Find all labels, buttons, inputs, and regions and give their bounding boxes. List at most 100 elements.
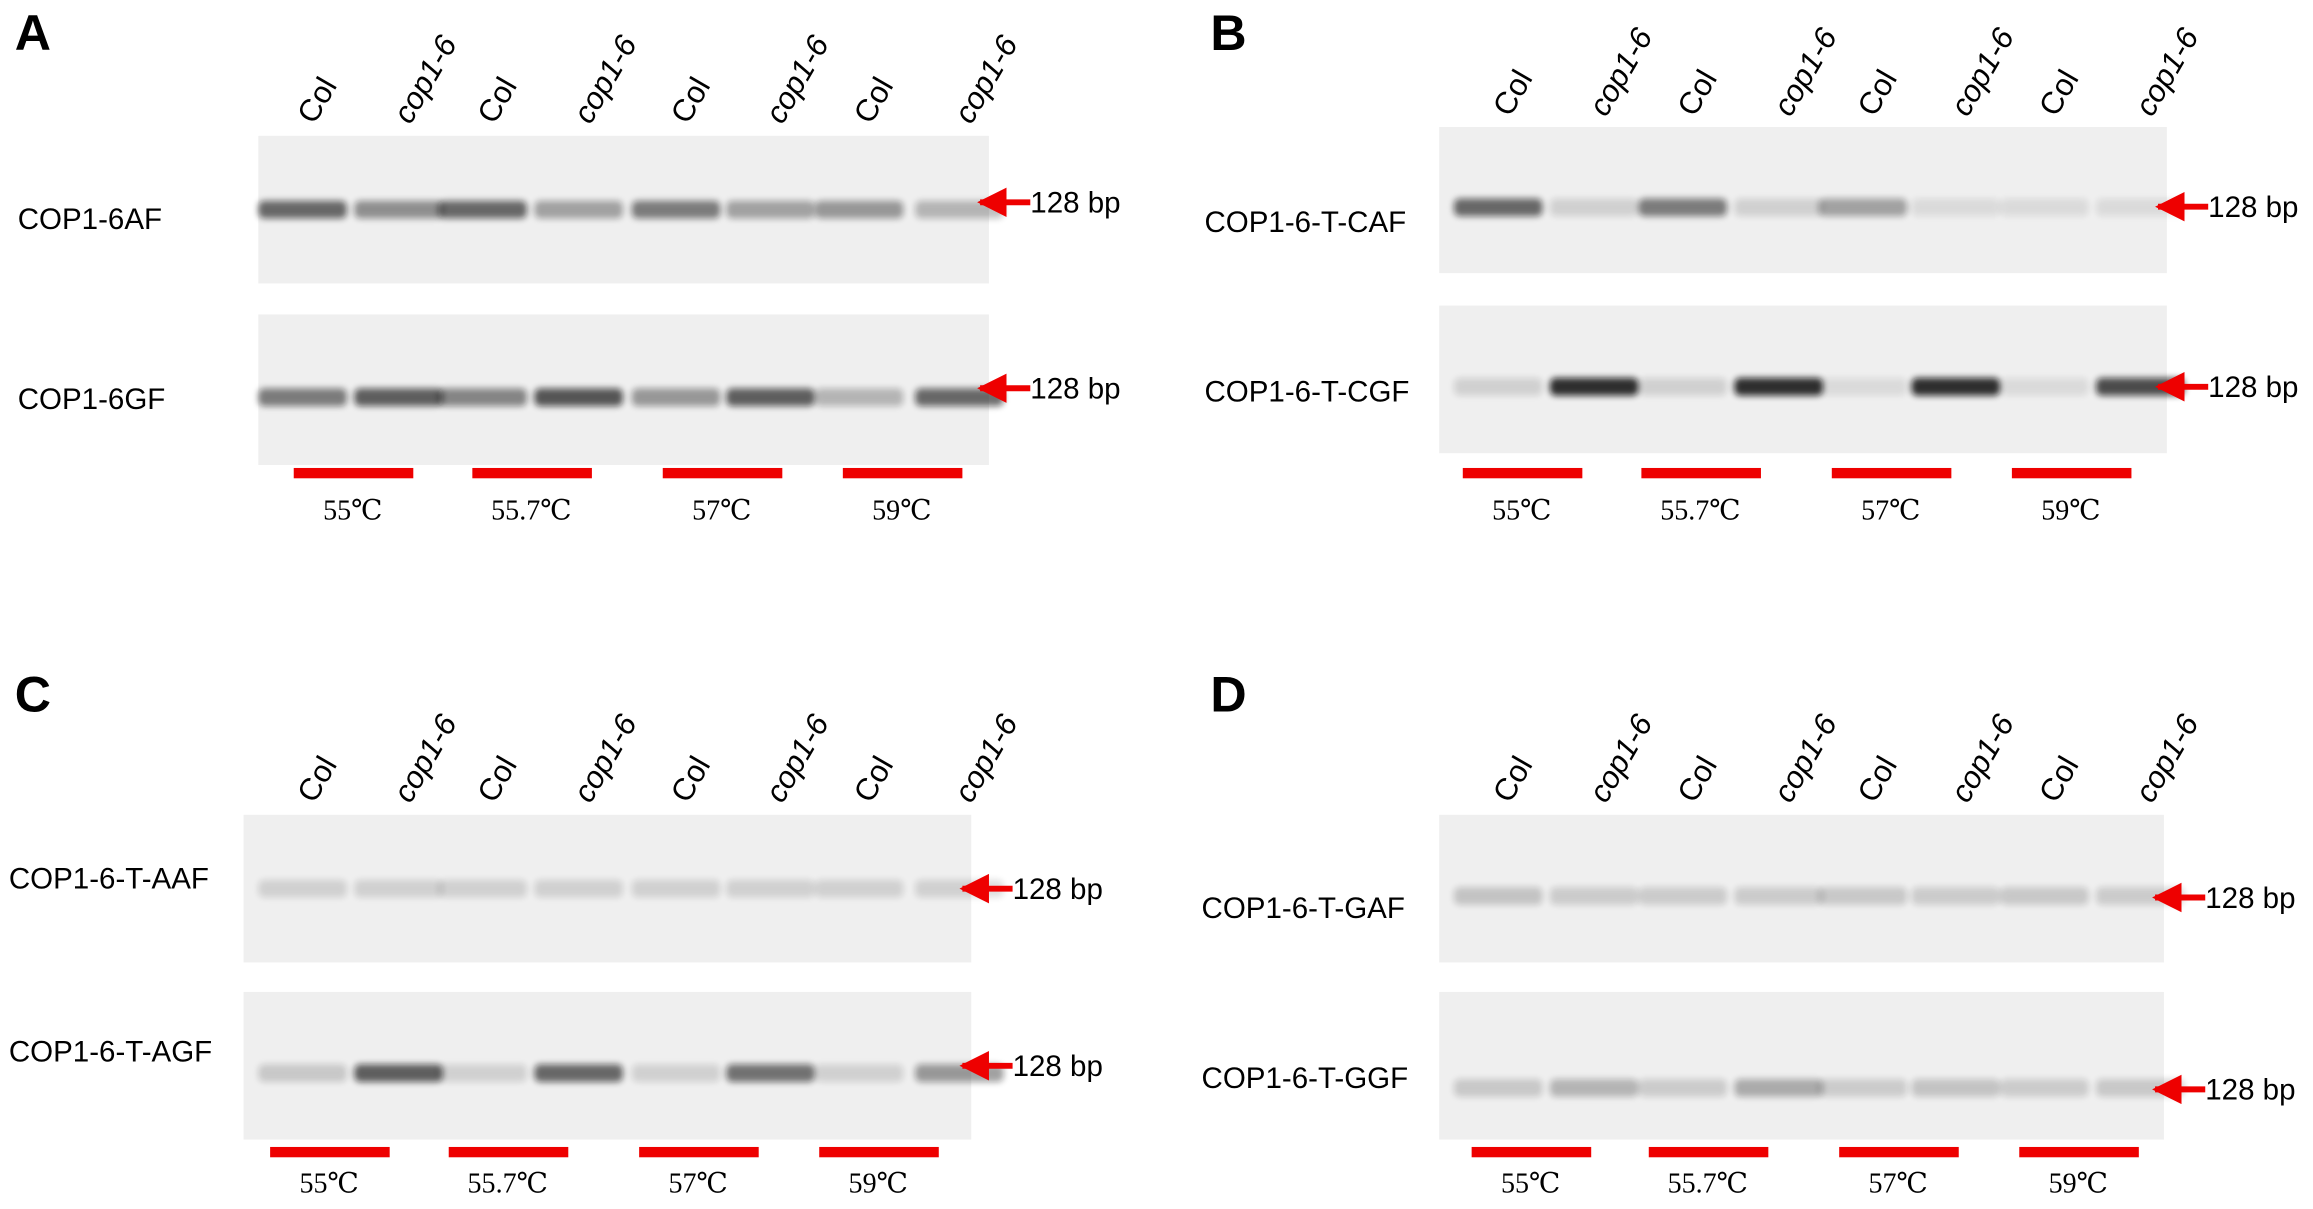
band <box>258 388 347 407</box>
marker-label: 128 bp <box>2205 1074 2295 1107</box>
lane-label: cop1-6 <box>1582 21 1660 121</box>
lane-label: cop1-6 <box>758 29 836 129</box>
primer-label: COP1-6-T-CGF <box>1204 376 1409 409</box>
temperature-bar <box>2011 467 2132 479</box>
band <box>1911 1079 2001 1097</box>
band <box>438 1064 527 1083</box>
band <box>631 879 721 898</box>
band <box>258 879 347 898</box>
temperature-bar <box>1641 467 1761 479</box>
band <box>1911 198 2001 217</box>
gel <box>243 991 1004 1140</box>
lane-label: cop1-6 <box>2128 708 2206 808</box>
gel <box>1439 991 2185 1140</box>
band <box>1911 887 2001 905</box>
temperature-label: 57℃ <box>1861 496 1920 527</box>
primer-label: COP1-6-T-AAF <box>9 863 209 896</box>
marker-label: 128 bp <box>2208 191 2298 224</box>
temperature-label: 55.7℃ <box>468 1169 548 1200</box>
lane-label: cop1-6 <box>1943 708 2021 808</box>
temperature-bar <box>1648 1146 1769 1158</box>
lane-label: cop1-6 <box>1766 708 1844 808</box>
band <box>726 879 815 898</box>
primer-label: COP1-6-T-CAF <box>1204 206 1406 239</box>
temperature-bar <box>1471 1146 1592 1158</box>
gel-image <box>1439 991 2164 1140</box>
band <box>1638 377 1728 396</box>
band <box>1549 887 1639 905</box>
band <box>438 879 527 898</box>
band <box>1453 377 1543 396</box>
band <box>354 388 443 407</box>
band <box>534 200 623 219</box>
gel <box>258 314 1004 466</box>
band <box>1734 1079 1823 1097</box>
temperature-bar <box>2019 1146 2139 1158</box>
lane-label: Col <box>664 750 718 808</box>
marker-label: 128 bp <box>1030 373 1120 406</box>
band <box>1453 887 1543 905</box>
band <box>2000 377 2089 396</box>
band <box>258 1064 347 1083</box>
lane-label: cop1-6 <box>386 708 464 808</box>
temperature-bar <box>842 467 963 479</box>
lane-label: cop1-6 <box>1582 708 1660 808</box>
gel <box>1439 814 2185 963</box>
temperature-label: 57℃ <box>1869 1169 1928 1200</box>
temperature-bar <box>1831 467 1952 479</box>
band <box>631 200 721 219</box>
panel-label: B <box>1210 5 1246 61</box>
lane-label: cop1-6 <box>947 29 1025 129</box>
lane-label: Col <box>1850 64 1904 122</box>
lane-label: Col <box>2032 64 2086 122</box>
temperature-label: 55℃ <box>1492 496 1551 527</box>
lane-label: cop1-6 <box>1943 21 2021 121</box>
band <box>354 200 443 219</box>
temperature-bar <box>1839 1146 1959 1158</box>
band <box>1549 1079 1639 1097</box>
temperature-label: 55℃ <box>323 496 382 527</box>
band <box>1638 1079 1728 1097</box>
temperature-label: 59℃ <box>849 1169 908 1200</box>
lane-label: cop1-6 <box>2128 21 2206 121</box>
lane-label: Col <box>470 71 524 129</box>
band <box>1734 377 1823 396</box>
lane-label: cop1-6 <box>386 29 464 129</box>
marker-label: 128 bp <box>1013 1050 1103 1083</box>
lane-label: Col <box>1670 750 1724 808</box>
band <box>1453 1079 1543 1097</box>
band <box>1453 198 1543 217</box>
gel <box>1439 126 2185 274</box>
temperature-bar <box>293 467 414 479</box>
band <box>631 388 721 407</box>
band <box>438 388 527 407</box>
temperature-label: 55℃ <box>1501 1169 1560 1200</box>
band <box>631 1064 721 1083</box>
lane-label: cop1-6 <box>566 29 644 129</box>
temperature-bar <box>662 467 783 479</box>
primer-label: COP1-6AF <box>18 203 162 236</box>
band <box>814 879 904 898</box>
lane-label: Col <box>290 71 344 129</box>
lane-label: Col <box>1486 64 1540 122</box>
band <box>438 200 527 219</box>
temperature-bar <box>472 467 592 479</box>
panel-label: A <box>15 5 51 61</box>
marker-label: 128 bp <box>2205 882 2295 915</box>
band <box>726 388 815 407</box>
temperature-label: 59℃ <box>2041 496 2100 527</box>
band <box>1549 198 1639 217</box>
temperature-bar <box>448 1146 569 1158</box>
band <box>354 1064 443 1083</box>
lane-label: Col <box>847 71 901 129</box>
temperature-label: 55.7℃ <box>491 496 571 527</box>
band <box>814 388 904 407</box>
temperature-bar <box>1462 467 1583 479</box>
band <box>1638 198 1728 217</box>
band <box>258 200 347 219</box>
